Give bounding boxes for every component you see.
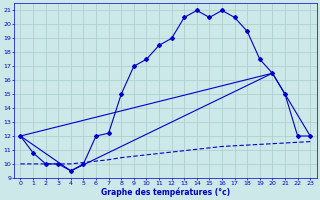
X-axis label: Graphe des températures (°c): Graphe des températures (°c) bbox=[101, 187, 230, 197]
